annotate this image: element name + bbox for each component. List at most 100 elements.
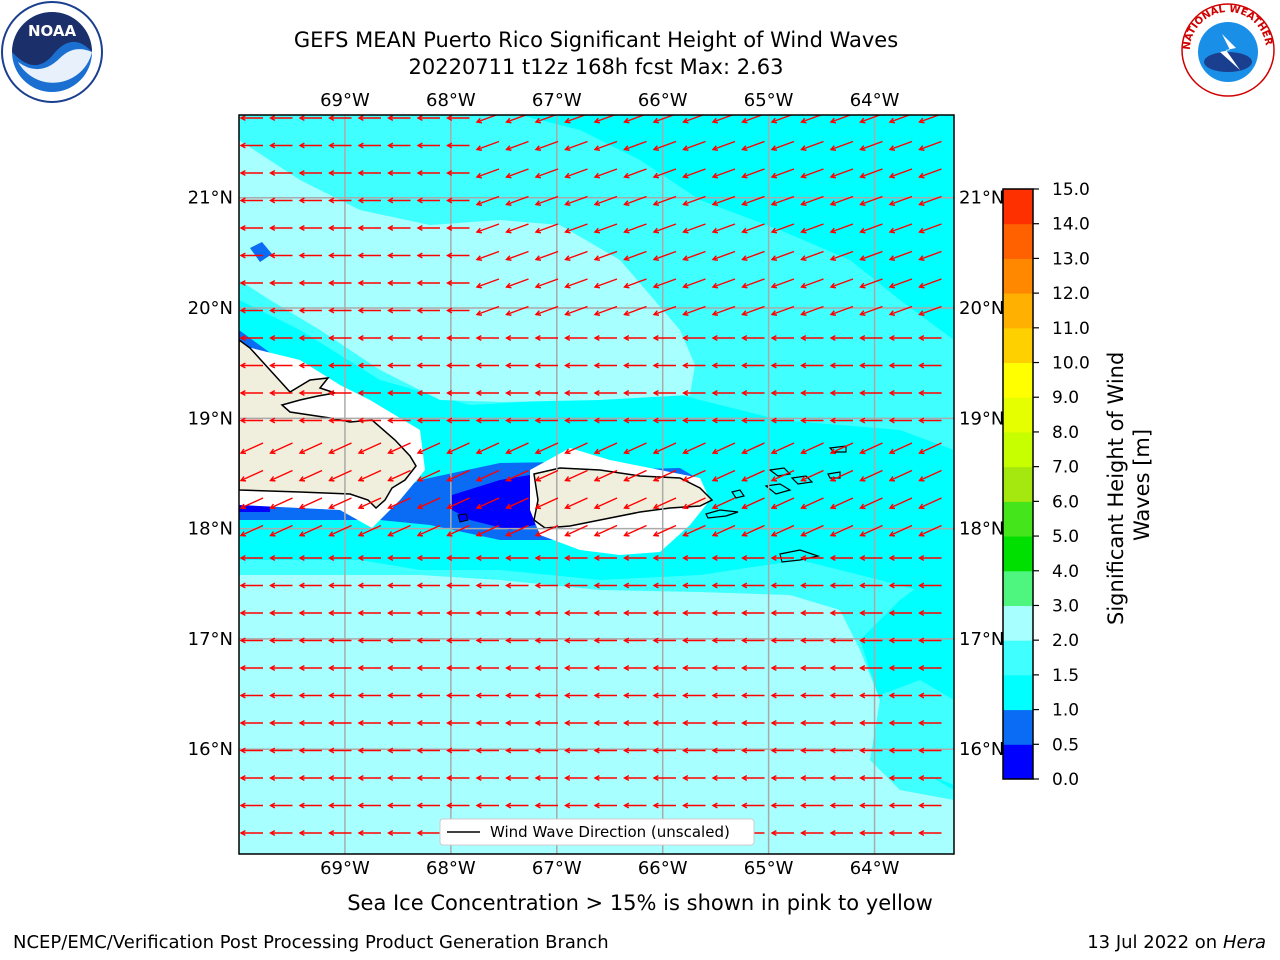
colorbar-segment (1003, 501, 1033, 537)
wave-arrow (534, 497, 559, 510)
wave-arrow (387, 389, 411, 397)
wave-arrow (534, 442, 559, 455)
wave-arrow (859, 168, 883, 179)
wave-arrow (593, 469, 618, 482)
wave-arrow (446, 279, 470, 287)
wave-arrow (593, 417, 617, 424)
wave-arrow (800, 609, 824, 617)
wave-arrow (593, 442, 618, 455)
wave-arrow (446, 554, 470, 562)
wave-arrow (357, 252, 381, 259)
wave-arrow (328, 362, 352, 369)
wave-arrow (800, 168, 824, 179)
wave-arrow (770, 168, 795, 179)
wave-arrow (416, 802, 440, 809)
wave-arrow (328, 637, 352, 644)
wave-arrow (711, 168, 736, 179)
wave-arrow (269, 389, 293, 397)
wave-arrow (269, 774, 293, 782)
wave-arrow (918, 250, 942, 261)
wave-arrow (328, 802, 352, 809)
wave-arrow (328, 747, 352, 754)
wave-arrow (328, 774, 352, 782)
wave-arrow (623, 417, 647, 424)
wave-arrow (416, 524, 441, 537)
wave-arrow (711, 664, 735, 672)
wave-arrow (328, 197, 352, 204)
wave-arrow (652, 417, 676, 424)
wave-arrow (387, 774, 411, 782)
wave-arrow (298, 417, 322, 424)
wave-arrow (328, 582, 352, 589)
colorbar-tick-label: 2.0 (1052, 631, 1079, 651)
wave-arrow (741, 250, 765, 261)
wave-arrow (711, 389, 735, 397)
wind-wave-direction-arrows (239, 115, 942, 837)
wave-arrow (859, 223, 883, 234)
wave-arrow (859, 362, 883, 369)
footer-date-text: 13 Jul 2022 on (1087, 932, 1223, 953)
wave-arrow (652, 362, 676, 369)
wave-arrow (239, 802, 263, 809)
wave-arrow (682, 223, 706, 234)
lon-label-bottom: 69°W (320, 858, 370, 879)
wave-arrow (269, 719, 293, 727)
wave-arrow (888, 140, 913, 151)
wave-arrow (682, 417, 706, 424)
lon-label-top: 69°W (320, 90, 370, 111)
wave-arrow (357, 224, 381, 232)
lon-label-bottom: 68°W (426, 858, 476, 879)
wave-arrow (298, 747, 322, 754)
wave-arrow (475, 582, 499, 589)
wave-arrow (682, 692, 706, 699)
wave-arrow (888, 389, 912, 397)
wave-arrow (269, 334, 293, 342)
wave-arrow (239, 142, 263, 149)
wave-arrow (534, 469, 559, 482)
wave-arrow (239, 582, 263, 589)
wave-arrow (239, 169, 263, 177)
wave-arrow (298, 497, 323, 510)
wave-arrow (888, 195, 913, 206)
wave-arrow (593, 802, 617, 809)
wave-arrow (918, 829, 942, 837)
wave-arrow (269, 417, 293, 424)
wave-arrow (387, 829, 411, 837)
wave-arrow (711, 140, 736, 151)
wave-arrow (298, 582, 322, 589)
wave-arrow (770, 278, 795, 289)
lat-label-left: 19°N (188, 408, 233, 429)
wave-arrow (534, 692, 558, 699)
wave-arrow (387, 279, 411, 287)
wave-arrow (387, 115, 411, 122)
wave-arrow (446, 802, 470, 809)
colorbar (1003, 189, 1033, 780)
wave-arrow (269, 637, 293, 644)
colorbar-tick-label: 1.0 (1052, 701, 1079, 721)
wave-arrow (328, 252, 352, 259)
wave-arrow (239, 524, 264, 537)
wave-arrow (623, 802, 647, 809)
wave-arrow (357, 469, 382, 482)
wave-arrow (829, 305, 854, 316)
wave-arrow (888, 524, 913, 537)
wave-arrow (387, 197, 411, 204)
wave-arrow (505, 637, 529, 644)
wave-arrow (918, 582, 942, 589)
map-frame (238, 114, 955, 855)
wave-arrow (505, 223, 529, 234)
wave-arrow (859, 554, 883, 562)
wave-arrow (505, 747, 529, 754)
wave-arrow (505, 774, 529, 782)
wave-arrow (623, 664, 647, 672)
wave-arrow (328, 664, 352, 672)
wave-arrow (505, 250, 529, 261)
colorbar-segment (1003, 674, 1033, 711)
wave-arrow (593, 140, 618, 151)
wave-arrow (239, 637, 263, 644)
wave-arrow (357, 719, 381, 727)
wave-arrow (593, 223, 618, 234)
wave-arrow (446, 142, 470, 149)
lon-label-top: 66°W (638, 90, 688, 111)
wave-arrow (564, 609, 588, 617)
